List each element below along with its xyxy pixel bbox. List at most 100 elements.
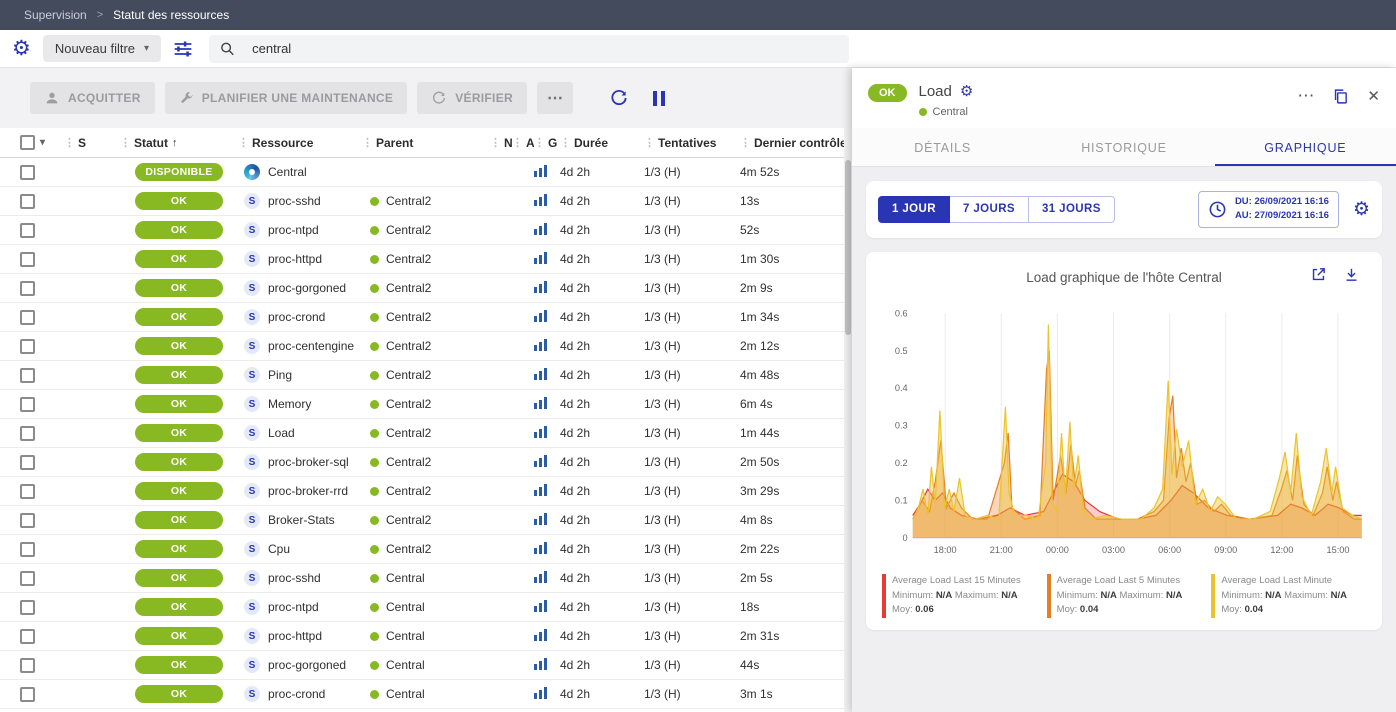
settings-gear-icon[interactable]: ⚙ <box>12 37 31 60</box>
table-row[interactable]: OK S proc-gorgoned Central <box>0 651 852 680</box>
column-header[interactable]: ⋮ S <box>64 136 120 150</box>
column-kebab-icon[interactable]: ⋮ <box>490 137 501 149</box>
table-row[interactable]: OK S proc-ntpd Central <box>0 593 852 622</box>
row-checkbox[interactable] <box>20 599 35 615</box>
graph-settings-gear-icon[interactable]: ⚙ <box>1352 198 1370 220</box>
column-header[interactable]: ⋮ G <box>534 136 560 150</box>
close-icon[interactable]: ✕ <box>1367 88 1380 105</box>
copy-link-icon[interactable] <box>1332 88 1349 105</box>
resource-name[interactable]: proc-httpd <box>268 252 323 266</box>
table-row[interactable]: OK S proc-httpd Central <box>0 622 852 651</box>
graph-cell[interactable] <box>534 164 560 180</box>
row-checkbox[interactable] <box>20 222 35 238</box>
table-row[interactable]: OK S proc-sshd Central2 <box>0 187 852 216</box>
table-row[interactable]: OK S Cpu Central2 <box>0 535 852 564</box>
column-kebab-icon[interactable]: ⋮ <box>740 137 751 149</box>
refresh-icon[interactable] <box>609 88 629 108</box>
resource-name[interactable]: proc-sshd <box>268 571 321 585</box>
graph-cell[interactable] <box>534 338 560 354</box>
column-header[interactable]: ⋮ Dernier contrôle <box>740 136 852 150</box>
download-icon[interactable] <box>1343 266 1360 283</box>
resource-name[interactable]: Broker-Stats <box>268 513 335 527</box>
graph-cell[interactable] <box>534 599 560 615</box>
column-header[interactable]: ⋮ A <box>512 136 534 150</box>
graph-cell[interactable] <box>534 541 560 557</box>
tab-details[interactable]: DÉTAILS <box>914 141 972 155</box>
column-header[interactable]: ⋮ Parent <box>362 136 490 150</box>
row-checkbox[interactable] <box>20 570 35 586</box>
graph-cell[interactable] <box>534 396 560 412</box>
graph-cell[interactable] <box>534 367 560 383</box>
resource-name[interactable]: proc-centengine <box>268 339 355 353</box>
table-row[interactable]: OK S Ping Central2 <box>0 361 852 390</box>
resource-name[interactable]: proc-crond <box>268 310 326 324</box>
row-checkbox[interactable] <box>20 686 35 702</box>
row-checkbox[interactable] <box>20 367 35 383</box>
range-7-days-button[interactable]: 7 JOURS <box>949 195 1029 223</box>
column-header[interactable]: ⋮ Durée <box>560 136 644 150</box>
column-header[interactable]: ⋮ N <box>490 136 512 150</box>
pause-icon[interactable] <box>653 90 666 106</box>
table-row[interactable]: OK S proc-crond Central <box>0 680 852 709</box>
column-kebab-icon[interactable]: ⋮ <box>64 137 75 149</box>
range-31-days-button[interactable]: 31 JOURS <box>1028 195 1115 223</box>
resource-name[interactable]: proc-gorgoned <box>268 281 347 295</box>
breadcrumb-item-supervision[interactable]: Supervision <box>24 8 87 22</box>
resource-name[interactable]: proc-ntpd <box>268 223 319 237</box>
table-row[interactable]: OK S Broker-Stats Central2 <box>0 506 852 535</box>
plan-maintenance-button[interactable]: PLANIFIER UNE MAINTENANCE <box>164 82 408 114</box>
column-header[interactable]: ⋮ Statut ↑ <box>120 136 238 150</box>
table-row[interactable]: OK S proc-sshd Central <box>0 564 852 593</box>
row-checkbox[interactable] <box>20 512 35 528</box>
row-checkbox[interactable] <box>20 454 35 470</box>
table-row[interactable]: OK S proc-gorgoned Central2 <box>0 274 852 303</box>
resource-name[interactable]: Ping <box>268 368 293 382</box>
row-checkbox[interactable] <box>20 541 35 557</box>
column-kebab-icon[interactable]: ⋮ <box>362 137 373 149</box>
graph-cell[interactable] <box>534 280 560 296</box>
table-scrollbar[interactable] <box>844 128 852 712</box>
table-row[interactable]: OK S proc-ntpd Central2 <box>0 216 852 245</box>
column-kebab-icon[interactable]: ⋮ <box>560 137 571 149</box>
resource-name[interactable]: Load <box>268 426 295 440</box>
graph-cell[interactable] <box>534 570 560 586</box>
column-kebab-icon[interactable]: ⋮ <box>534 137 545 149</box>
resource-name[interactable]: proc-sshd <box>268 194 321 208</box>
more-actions-button[interactable]: ⋯ <box>536 82 574 114</box>
row-checkbox[interactable] <box>20 338 35 354</box>
resource-name[interactable]: proc-gorgoned <box>268 658 347 672</box>
new-filter-dropdown[interactable]: Nouveau filtre ▾ <box>42 35 162 62</box>
resource-name[interactable]: proc-broker-sql <box>268 455 349 469</box>
scrollbar-thumb[interactable] <box>845 160 851 335</box>
table-row[interactable]: OK S proc-httpd Central2 <box>0 245 852 274</box>
resource-name[interactable]: Cpu <box>268 542 291 556</box>
range-1-day-button[interactable]: 1 JOUR <box>878 195 950 223</box>
acknowledge-button[interactable]: ACQUITTER <box>30 82 155 114</box>
column-kebab-icon[interactable]: ⋮ <box>644 137 655 149</box>
table-row[interactable]: OK S proc-centengine Central2 <box>0 332 852 361</box>
tab-history[interactable]: HISTORIQUE <box>1081 141 1167 155</box>
graph-cell[interactable] <box>534 309 560 325</box>
column-kebab-icon[interactable]: ⋮ <box>238 137 249 149</box>
graph-cell[interactable] <box>534 251 560 267</box>
table-row[interactable]: OK S proc-broker-rrd Central2 <box>0 477 852 506</box>
select-all-checkbox[interactable] <box>20 135 35 150</box>
graph-cell[interactable] <box>534 222 560 238</box>
column-kebab-icon[interactable]: ⋮ <box>512 137 523 149</box>
graph-cell[interactable] <box>534 425 560 441</box>
row-checkbox[interactable] <box>20 280 35 296</box>
tab-graph[interactable]: GRAPHIQUE <box>1214 128 1396 166</box>
search-input[interactable] <box>250 40 840 57</box>
breadcrumb-item-resources-status[interactable]: Statut des ressources <box>113 8 230 22</box>
table-row[interactable]: OK S proc-crond Central2 <box>0 303 852 332</box>
graph-cell[interactable] <box>534 657 560 673</box>
tune-filter-icon[interactable] <box>173 39 193 59</box>
resource-name[interactable]: proc-httpd <box>268 629 323 643</box>
column-kebab-icon[interactable]: ⋮ <box>120 137 131 149</box>
table-row[interactable]: OK S Load Central2 <box>0 419 852 448</box>
row-checkbox[interactable] <box>20 164 35 180</box>
resource-name[interactable]: proc-crond <box>268 687 326 701</box>
check-button[interactable]: VÉRIFIER <box>417 82 527 114</box>
row-checkbox[interactable] <box>20 309 35 325</box>
row-checkbox[interactable] <box>20 657 35 673</box>
